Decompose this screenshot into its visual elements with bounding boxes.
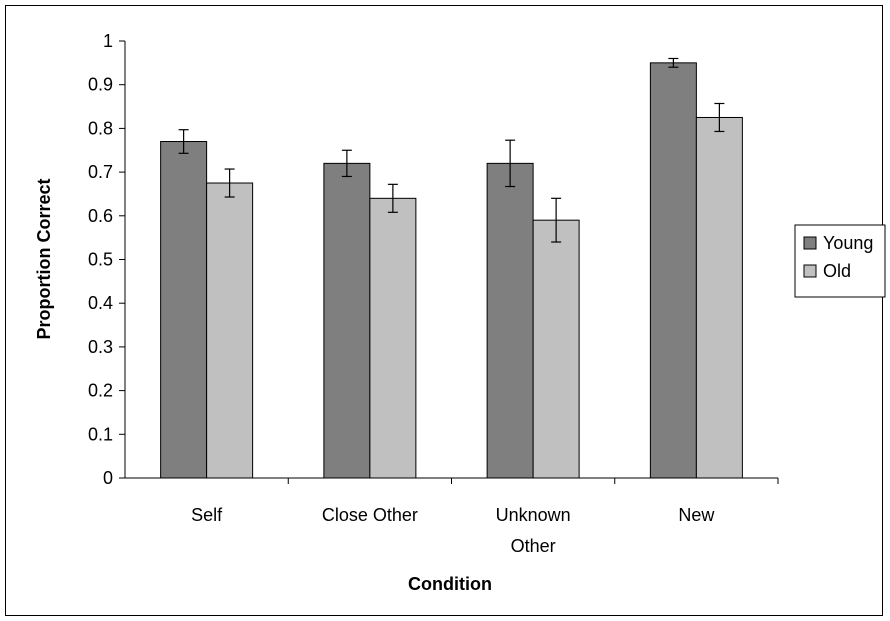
y-ticks: 0 0.1 0.2 0.3 0.4 0.5 0.6 0.7 0.8 0.9 1 (88, 31, 125, 488)
y-tick-label: 0.8 (88, 118, 113, 138)
legend-swatch-young (803, 236, 817, 250)
category-labels: Self Close Other Unknown Other New (191, 505, 715, 556)
legend-swatch-old (803, 264, 817, 278)
y-tick-label: 0 (103, 468, 113, 488)
bar-young-1 (323, 162, 371, 479)
y-tick-label: 0.1 (88, 424, 113, 444)
y-axis-title: Proportion Correct (34, 178, 54, 339)
bar-old-1 (369, 197, 417, 479)
category-label: Self (191, 505, 223, 525)
bar-young-3 (649, 62, 697, 479)
category-label: Close Other (322, 505, 418, 525)
x-axis-title: Condition (408, 574, 492, 594)
category-label: New (678, 505, 715, 525)
legend-label-old: Old (823, 261, 851, 281)
y-tick-label: 0.3 (88, 337, 113, 357)
category-label: Unknown (496, 505, 571, 525)
y-tick-label: 0.7 (88, 162, 113, 182)
bar-old-0 (206, 182, 254, 479)
bar-young-2 (486, 162, 534, 479)
bar-young-0 (160, 141, 208, 479)
legend: Young Old (794, 224, 886, 298)
bars (160, 62, 743, 479)
y-tick-label: 0.2 (88, 381, 113, 401)
bar-old-3 (695, 116, 743, 479)
error-bars (178, 57, 725, 243)
y-tick-label: 0.6 (88, 206, 113, 226)
y-tick-label: 0.4 (88, 293, 113, 313)
y-tick-label: 0.9 (88, 75, 113, 95)
category-label: Other (511, 536, 556, 556)
y-tick-label: 1 (103, 31, 113, 51)
y-tick-label: 0.5 (88, 250, 113, 270)
legend-label-young: Young (823, 233, 873, 253)
bar-old-2 (532, 219, 580, 479)
